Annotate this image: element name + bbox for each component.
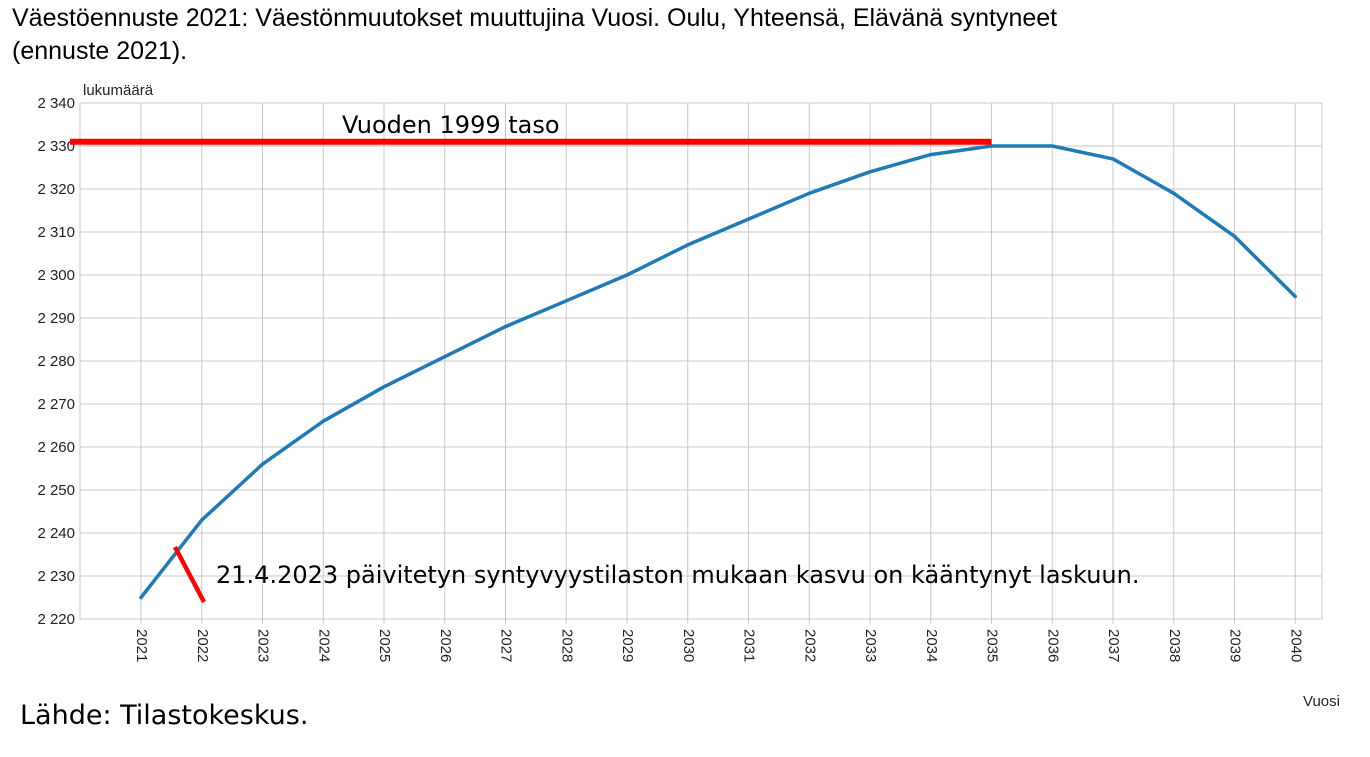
data-point — [807, 191, 811, 195]
data-point — [625, 273, 629, 277]
reference-line-label: Vuoden 1999 taso — [342, 111, 560, 139]
data-point — [1050, 144, 1054, 148]
x-tick-label: 2029 — [619, 629, 636, 662]
data-point — [1233, 234, 1236, 238]
data-point — [504, 325, 507, 329]
y-tick-label: 2 330 — [37, 138, 75, 155]
x-tick-label: 2036 — [1044, 629, 1061, 662]
x-tick-label: 2034 — [923, 629, 940, 662]
y-tick-label: 2 310 — [37, 224, 75, 241]
y-axis-ticks: 2 220 2 230 2 240 2 250 2 260 2 270 2 280 2 290… — [37, 95, 75, 628]
x-tick-label: 2031 — [741, 629, 758, 662]
x-tick-label: 2035 — [984, 629, 1001, 662]
x-tick-label: 2038 — [1166, 629, 1183, 662]
data-point — [868, 170, 872, 174]
y-tick-label: 2 270 — [37, 396, 75, 413]
slash-marker — [173, 545, 206, 604]
annotation-layer: Vuoden 1999 taso 21.4.2023 päivitetyn syn… — [70, 111, 1139, 604]
y-tick-label: 2 290 — [37, 310, 75, 327]
x-tick-label: 2033 — [862, 629, 879, 662]
chart-title-line-1: Väestöennuste 2021: Väestönmuutokset muu… — [12, 4, 1058, 32]
y-axis-label: lukumäärä — [83, 82, 154, 99]
data-point — [200, 518, 204, 522]
data-point — [929, 153, 933, 157]
x-tick-label: 2027 — [498, 629, 515, 662]
data-point — [686, 243, 690, 247]
source-note: Lähde: Tilastokeskus. — [20, 700, 309, 731]
data-point — [1111, 157, 1115, 161]
x-tick-label: 2024 — [315, 629, 332, 662]
data-point — [1172, 191, 1176, 195]
data-point — [321, 419, 325, 423]
chart-grid — [79, 102, 1323, 624]
data-point — [564, 299, 568, 303]
y-tick-label: 2 260 — [37, 439, 75, 456]
data-point — [382, 385, 386, 389]
data-point — [747, 217, 750, 221]
data-point — [261, 462, 264, 466]
slash-marker-note: 21.4.2023 päivitetyn syntyvyystilaston m… — [216, 561, 1139, 589]
x-tick-label: 2026 — [437, 629, 454, 662]
x-axis-ticks: 2021 2022 2023 2024 2025 2026 2027 2028 2029 2030… — [133, 629, 1304, 662]
y-tick-label: 2 280 — [37, 353, 75, 370]
data-point — [443, 355, 447, 359]
chart-title: Väestöennuste 2021: Väestönmuutokset muu… — [12, 2, 1352, 68]
x-tick-label: 2021 — [133, 629, 150, 662]
y-tick-label: 2 250 — [37, 482, 75, 499]
x-tick-label: 2040 — [1287, 629, 1304, 662]
x-axis-label: Vuosi — [1303, 693, 1340, 710]
y-tick-label: 2 240 — [37, 525, 75, 542]
data-point — [990, 144, 993, 148]
data-point — [139, 596, 143, 599]
y-tick-label: 2 230 — [37, 568, 75, 585]
y-tick-label: 2 300 — [37, 267, 75, 284]
x-tick-label: 2025 — [376, 629, 393, 662]
x-tick-label: 2030 — [680, 629, 697, 662]
y-tick-label: 2 340 — [37, 95, 75, 112]
y-tick-label: 2 320 — [37, 181, 75, 198]
series-layer — [139, 144, 1297, 600]
x-tick-label: 2039 — [1227, 629, 1244, 662]
x-tick-label: 2028 — [558, 629, 575, 662]
y-tick-label: 2 220 — [37, 611, 75, 628]
x-tick-label: 2023 — [255, 629, 272, 662]
data-point — [1293, 295, 1297, 298]
x-tick-label: 2032 — [801, 629, 818, 662]
x-tick-label: 2037 — [1105, 629, 1122, 662]
series-line — [139, 144, 1297, 600]
chart-title-line-2: (ennuste 2021). — [12, 37, 188, 65]
x-tick-label: 2022 — [194, 629, 211, 662]
